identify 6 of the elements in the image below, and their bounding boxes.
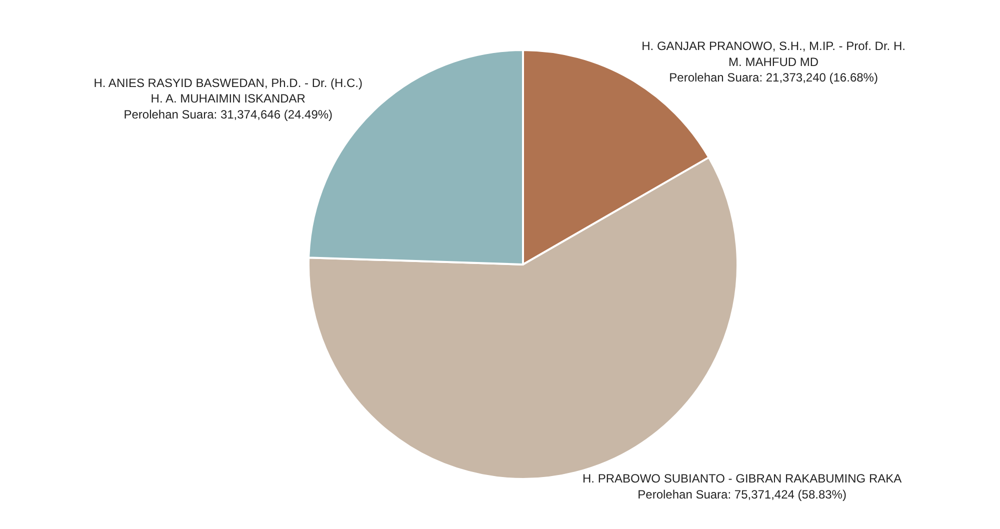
- data-label: Perolehan Suara: 75,371,424 (58.83%): [638, 487, 846, 502]
- data-label: Perolehan Suara: 31,374,646 (24.49%): [124, 107, 333, 122]
- data-label: Perolehan Suara: 21,373,240 (16.68%): [669, 70, 878, 84]
- slice-label: H. GANJAR PRANOWO, S.H., M.IP. - Prof. Dr. H. M. MAHFUD MD: [642, 39, 906, 69]
- slice-label: H. ANIES RASYID BASWEDAN, Ph.D. - Dr. (H.C.) H. A. MUHAIMIN ISKANDAR: [94, 76, 362, 106]
- slice-label: H. PRABOWO SUBIANTO - GIBRAN RAKABUMING RAKA: [582, 472, 902, 486]
